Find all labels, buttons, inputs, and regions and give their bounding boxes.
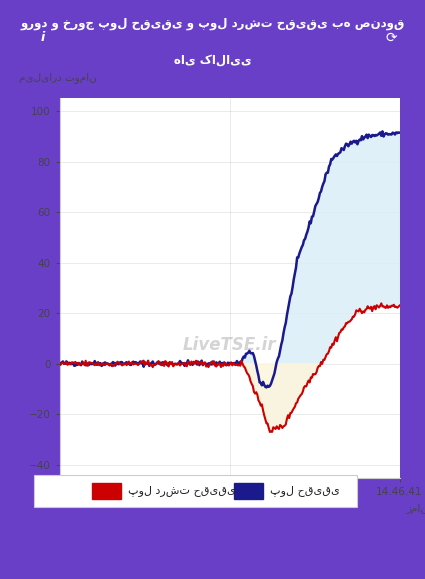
Bar <box>92 483 121 499</box>
Text: زمان: زمان <box>406 504 425 514</box>
Text: ⟳: ⟳ <box>385 31 397 45</box>
Text: میلیارد تومان: میلیارد تومان <box>19 72 96 83</box>
Text: پول درشت حقیقی: پول درشت حقیقی <box>121 485 236 496</box>
Text: های کالایی: های کالایی <box>174 54 251 67</box>
Text: پول حقیقی: پول حقیقی <box>264 485 340 496</box>
Text: LiveTSE.ir: LiveTSE.ir <box>183 336 276 354</box>
Text: ورود و خروج پول حقیقی و پول درشت حقیقی به صندوق: ورود و خروج پول حقیقی و پول درشت حقیقی ب… <box>20 17 405 30</box>
FancyBboxPatch shape <box>34 475 357 507</box>
Bar <box>234 483 264 499</box>
Text: i: i <box>40 31 45 44</box>
